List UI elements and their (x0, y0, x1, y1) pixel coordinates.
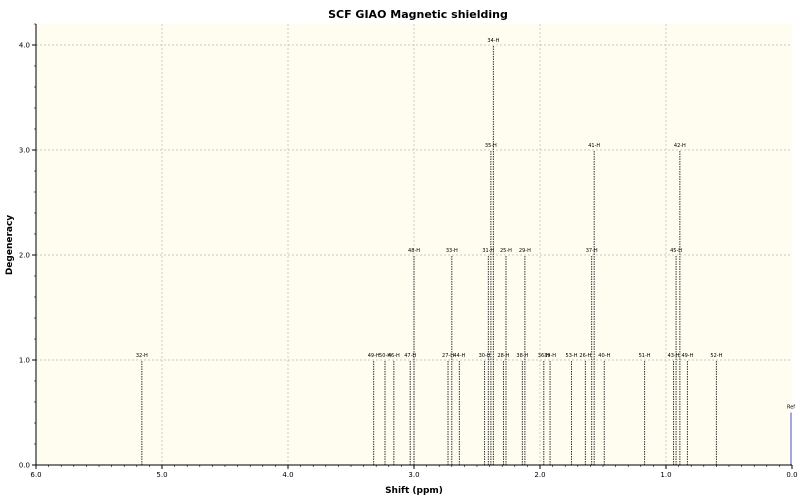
x-tick-label: 5.0 (156, 471, 167, 479)
peak-label: 33-H (446, 248, 458, 254)
chart-title: SCF GIAO Magnetic shielding (328, 8, 508, 21)
y-tick-label: 2.0 (19, 252, 30, 260)
x-tick-label: 2.0 (534, 471, 545, 479)
peak-label: 25-H (500, 248, 512, 254)
peak-label: 29-H (519, 248, 531, 254)
y-tick-label: 3.0 (19, 147, 30, 155)
peak-label: 36-H (538, 353, 550, 359)
grid-lines (36, 24, 792, 465)
peak-label: 43-H (668, 353, 680, 359)
x-tick-label: 6.0 (30, 471, 41, 479)
peak-label: 48-H (408, 248, 420, 254)
peak-label: 45-H (670, 248, 682, 254)
peak-label: 37-H (586, 248, 598, 254)
y-tick-label: 4.0 (19, 42, 30, 50)
x-tick-label: 0.0 (786, 471, 797, 479)
peak-label: 49-H (368, 353, 380, 359)
peak-label: 41-H (588, 143, 600, 149)
peak-label: 38-H (516, 353, 528, 359)
peak-label: 46-H (388, 353, 400, 359)
x-tick-label: 1.0 (660, 471, 671, 479)
peak-label: 47-H (404, 353, 416, 359)
peak-label: 31-H (482, 248, 494, 254)
peak-series: 32-H 49-H 50-H46-H 47-H48-H27-H33-H44-H 30-H… (136, 38, 795, 465)
reference-label: Ref (787, 405, 795, 411)
x-tick-label: 4.0 (282, 471, 293, 479)
peak-label: 39-H (544, 353, 556, 359)
peak-label: 26-H (579, 353, 591, 359)
peak-label: 35-H (485, 143, 497, 149)
peak-label: 51-H (639, 353, 651, 359)
peak-label: 28-H (497, 353, 509, 359)
y-axis-label: Degeneracy (5, 215, 15, 275)
x-tick-label: 3.0 (408, 471, 419, 479)
y-tick-label: 1.0 (19, 357, 30, 365)
y-tick-label: 0.0 (19, 462, 30, 470)
peak-label: 44-H (453, 353, 465, 359)
peak-label: 42-H (674, 143, 686, 149)
peak-label: 34-H (487, 38, 499, 44)
peak-label: 32-H (136, 353, 148, 359)
peak-label: 27-H (442, 353, 454, 359)
peak-label: 53-H (566, 353, 578, 359)
x-axis-label: Shift (ppm) (385, 486, 443, 495)
peak-label: 50-H (379, 353, 391, 359)
peak-label: 49-H (681, 353, 693, 359)
peak-label: 52-H (710, 353, 722, 359)
peak-label: 30-H (479, 353, 491, 359)
peak-label: 40-H (598, 353, 610, 359)
axes: 6.0 5.0 4.0 3.0 2.0 1.0 0.0 0.0 1.0 2.0 3.0 4.0 (19, 23, 798, 479)
